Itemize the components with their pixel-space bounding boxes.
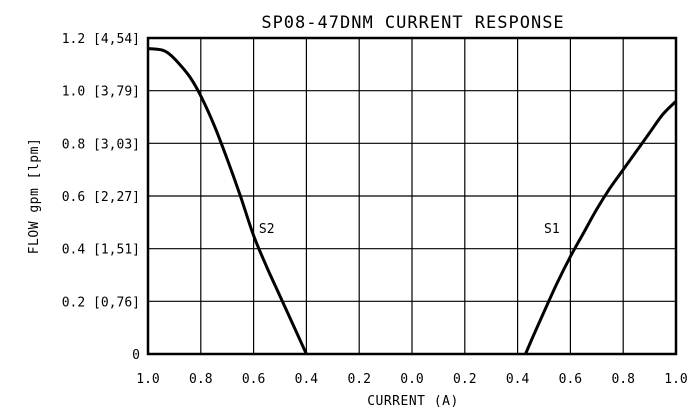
y-tick-label: 0.8 [3,03] xyxy=(62,137,140,152)
chart-title: SP08-47DNM CURRENT RESPONSE xyxy=(261,13,564,33)
series-label-s2: S2 xyxy=(259,222,275,237)
x-tick-label: 0.4 xyxy=(295,372,319,387)
y-tick-label: 0 xyxy=(132,348,140,363)
x-tick-label: 0.0 xyxy=(400,372,423,387)
y-tick-label: 0.6 [2,27] xyxy=(62,190,140,205)
x-tick-label: 0.4 xyxy=(506,372,530,387)
x-axis-label: CURRENT (A) xyxy=(367,394,459,409)
y-axis-label: FLOW gpm [lpm] xyxy=(27,138,42,255)
y-tick-label: 1.0 [3,79] xyxy=(62,85,140,100)
x-tick-label: 0.8 xyxy=(189,372,212,387)
series-line-s2 xyxy=(147,47,308,355)
series-label-s1: S1 xyxy=(544,222,560,237)
plot-frame xyxy=(146,36,678,356)
x-tick-label: 1.0 xyxy=(136,372,159,387)
x-tick-label: 1.0 xyxy=(664,372,687,387)
y-axis-ticks: 0 0.2 [0,76] 0.4 [1,51] 0.6 [2,27] 0.8 [3,03… xyxy=(62,32,140,363)
x-tick-label: 0.8 xyxy=(611,372,634,387)
grid xyxy=(147,37,677,355)
series-layer xyxy=(147,47,678,355)
y-tick-label: 0.2 [0,76] xyxy=(62,295,140,310)
x-tick-label: 0.6 xyxy=(242,372,265,387)
y-tick-label: 1.2 [4,54] xyxy=(62,32,140,47)
x-tick-label: 0.2 xyxy=(453,372,476,387)
x-axis-ticks: 1.0 0.8 0.6 0.4 0.2 0.0 0.2 0.4 0.6 0.8 1.0 xyxy=(136,372,687,387)
series-labels: S2 S1 xyxy=(259,222,560,237)
x-tick-label: 0.2 xyxy=(347,372,370,387)
y-tick-label: 0.4 [1,51] xyxy=(62,243,140,258)
x-tick-label: 0.6 xyxy=(559,372,582,387)
series-line-s1 xyxy=(524,100,678,355)
